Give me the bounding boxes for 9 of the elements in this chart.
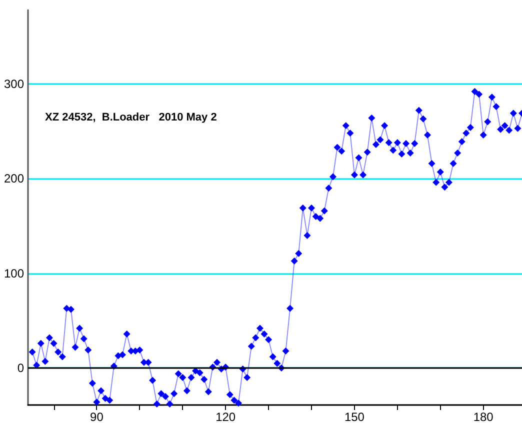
y-tick-label: 0 <box>17 361 24 376</box>
y-tick-label: 300 <box>4 76 24 91</box>
x-tick-label: 180 <box>473 410 494 423</box>
y-tick-label: 200 <box>4 172 24 186</box>
y-tick-label: 100 <box>4 266 24 280</box>
x-tick-label: 90 <box>90 410 104 423</box>
annotation: XZ 24532, B.Loader 2010 May 2 <box>45 112 217 124</box>
x-tick-label: 150 <box>344 410 365 423</box>
x-tick-label: 120 <box>216 410 236 423</box>
